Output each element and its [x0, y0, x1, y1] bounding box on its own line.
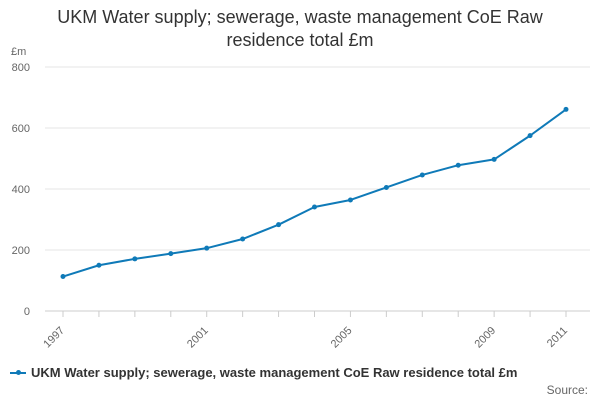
chart-title: UKM Water supply; sewerage, waste manage…	[0, 6, 600, 52]
data-point[interactable]	[240, 236, 246, 242]
y-tick-label: 400	[12, 184, 30, 196]
x-axis-labels: 1997 2001 2005 2009 2011	[41, 325, 570, 351]
data-point[interactable]	[491, 156, 497, 162]
y-tick-label: 0	[24, 306, 30, 318]
data-point[interactable]	[168, 251, 174, 257]
data-point[interactable]	[312, 204, 317, 210]
data-point[interactable]	[96, 262, 102, 268]
data-point[interactable]	[455, 162, 461, 168]
y-tick-label: 800	[12, 62, 30, 74]
legend-line-marker-icon	[10, 369, 26, 375]
x-tick-label: 2001	[185, 325, 211, 351]
y-axis-labels: 0 200 400 600 800	[12, 62, 30, 318]
data-point[interactable]	[563, 106, 569, 112]
series-layer	[60, 106, 569, 280]
legend-label: UKM Water supply; sewerage, waste manage…	[31, 365, 518, 380]
legend[interactable]: UKM Water supply; sewerage, waste manage…	[10, 365, 517, 380]
source-label: Source:	[546, 383, 588, 397]
chart-title-line-2: residence total £m	[226, 30, 374, 50]
x-tick-label: 2005	[329, 325, 355, 351]
y-tick-label: 200	[12, 245, 30, 257]
data-point[interactable]	[276, 222, 282, 228]
x-tick-label: 2009	[472, 325, 498, 351]
data-point[interactable]	[132, 256, 138, 262]
y-axis-unit-label: £m	[11, 46, 26, 58]
y-tick-label: 600	[12, 123, 30, 135]
series-line	[62, 108, 567, 278]
data-point[interactable]	[527, 133, 533, 139]
x-tick-label: 1997	[41, 325, 67, 351]
data-point[interactable]	[60, 274, 66, 280]
data-point[interactable]	[383, 184, 389, 190]
x-tick-label: 2011	[545, 325, 570, 350]
x-axis-ticks	[62, 311, 567, 317]
gridlines	[45, 66, 590, 251]
data-point[interactable]	[347, 197, 353, 203]
data-point[interactable]	[419, 172, 425, 178]
chart-title-line-1: UKM Water supply; sewerage, waste manage…	[57, 7, 543, 27]
data-point[interactable]	[204, 245, 210, 251]
